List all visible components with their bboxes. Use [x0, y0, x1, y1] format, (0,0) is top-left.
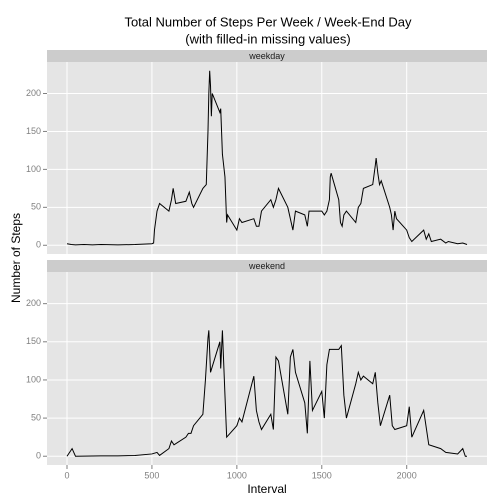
x-tick-label: 1500: [312, 470, 332, 480]
strip-label: weekday: [248, 51, 285, 61]
y-axis-label: Number of Steps: [9, 213, 23, 303]
panel-background: [47, 62, 487, 254]
strip: [47, 50, 487, 62]
y-tick-label: 100: [26, 164, 41, 174]
data-line: [66, 330, 467, 457]
chart-subtitle: (with filled-in missing values): [185, 31, 350, 46]
y-tick-label: 200: [26, 298, 41, 308]
y-tick-label: 50: [31, 202, 41, 212]
y-tick-label: 200: [26, 88, 41, 98]
panel-background: [47, 272, 487, 465]
y-tick-label: 0: [36, 240, 41, 250]
y-tick-label: 50: [31, 412, 41, 422]
strip: [47, 260, 487, 272]
x-tick-label: 500: [144, 470, 159, 480]
y-tick-label: 100: [26, 374, 41, 384]
y-tick-label: 0: [36, 451, 41, 461]
x-axis-label: Interval: [247, 482, 286, 496]
y-tick-label: 150: [26, 126, 41, 136]
x-tick-label: 1000: [227, 470, 247, 480]
y-tick-label: 150: [26, 336, 41, 346]
x-tick-label: 2000: [397, 470, 417, 480]
x-tick-label: 0: [64, 470, 69, 480]
strip-label: weekend: [248, 261, 285, 271]
chart-title: Total Number of Steps Per Week / Week-En…: [124, 14, 412, 29]
data-line: [66, 70, 468, 246]
